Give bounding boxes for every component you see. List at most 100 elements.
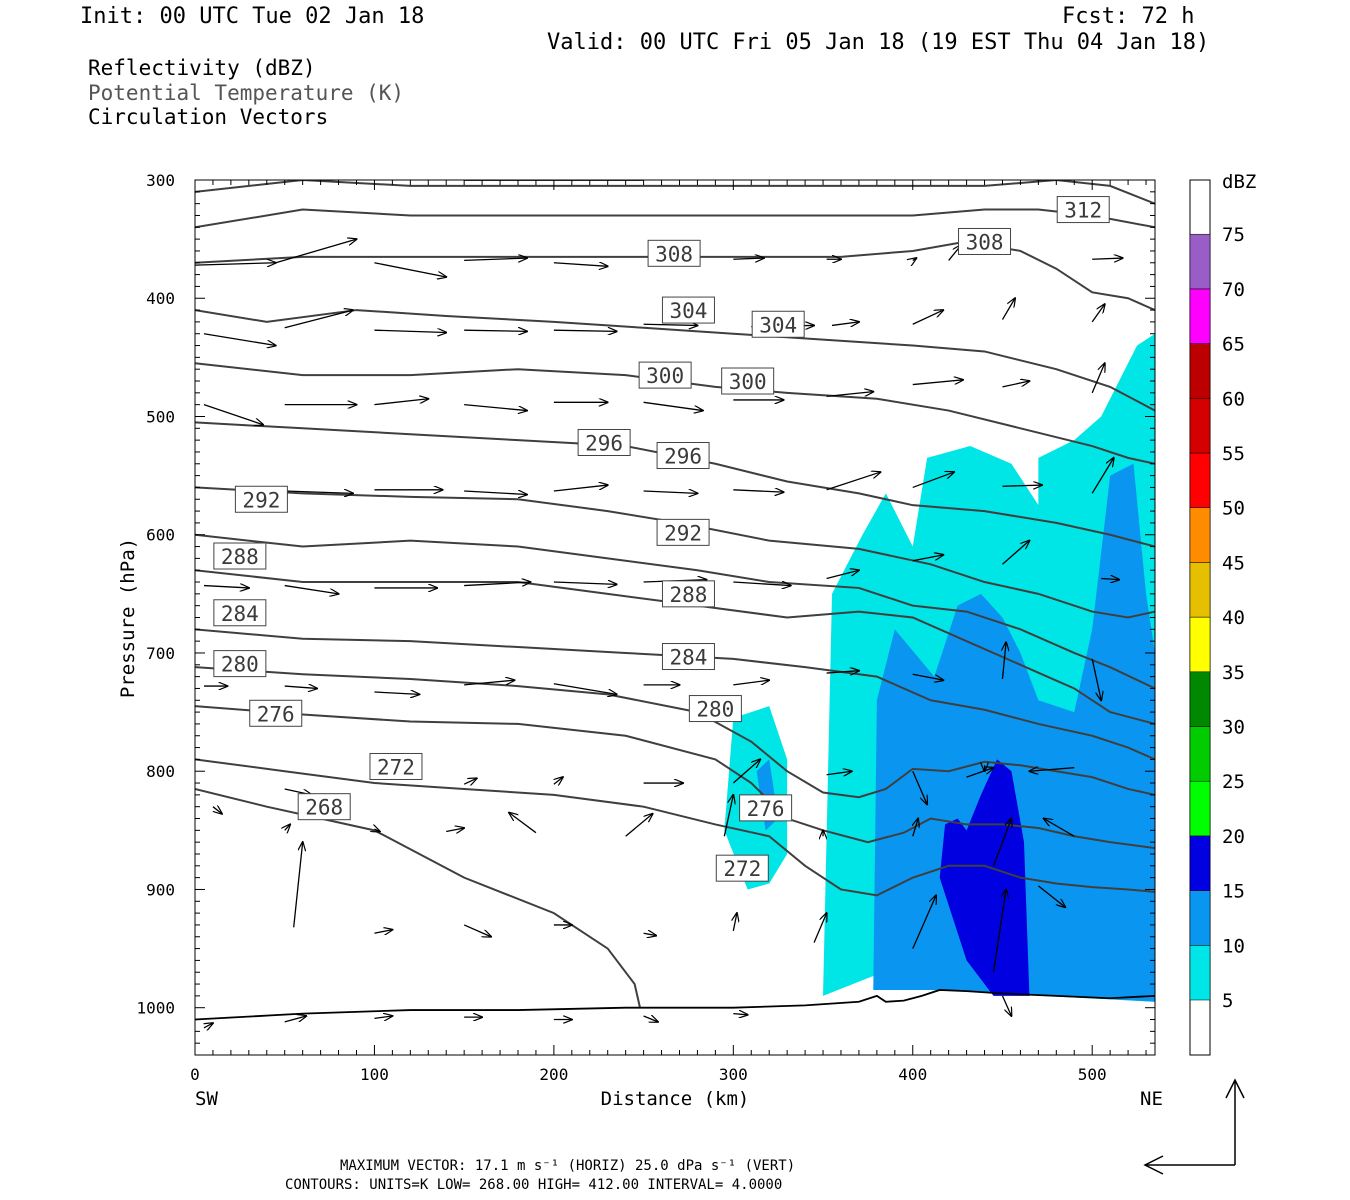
theta-label: 280	[221, 653, 259, 677]
theta-label: 272	[377, 755, 415, 779]
circulation-vector	[826, 472, 881, 491]
circulation-vector	[966, 768, 994, 778]
theta-contour-292	[195, 533, 1155, 690]
circulation-vector	[1091, 304, 1105, 323]
theta-label: 288	[669, 583, 707, 607]
theta-label-box	[751, 310, 805, 338]
colorbar-label: 75	[1222, 224, 1245, 246]
circulation-vector	[1002, 381, 1029, 388]
colorbar-label: 60	[1222, 388, 1245, 410]
colorbar-label: 70	[1222, 279, 1245, 301]
circulation-vector	[733, 582, 790, 586]
theta-label-box	[715, 854, 769, 882]
field-title-theta: Potential Temperature (K)	[88, 81, 405, 105]
circulation-vector	[553, 263, 608, 267]
colorbar-band	[1189, 507, 1211, 563]
circulation-vector	[285, 824, 290, 830]
circulation-vector	[213, 807, 222, 814]
theta-label: 304	[669, 299, 707, 323]
colorbar-title: dBZ	[1222, 171, 1256, 193]
circulation-vector	[1002, 485, 1041, 486]
circulation-vector	[284, 584, 339, 594]
circulation-vector	[826, 570, 859, 580]
x-end-label-sw: SW	[195, 1088, 218, 1110]
circulation-vector	[374, 262, 446, 277]
circulation-vector	[553, 330, 617, 331]
theta-contour-300	[195, 421, 1155, 548]
theta-contour-316	[195, 208, 1155, 229]
theta-label: 292	[242, 488, 280, 512]
theta-label-box	[213, 542, 267, 570]
theta-label-box	[661, 296, 715, 324]
circulation-vector	[553, 485, 608, 492]
y-axis-title: Pressure (hPa)	[117, 538, 139, 698]
theta-label-box	[213, 599, 267, 627]
maximum-vector-note: MAXIMUM VECTOR: 17.1 m s⁻¹ (HORIZ) 25.0 …	[340, 1158, 796, 1174]
circulation-vector	[553, 582, 617, 584]
theta-label: 312	[1064, 199, 1102, 223]
x-tick-label: 200	[539, 1065, 568, 1084]
circulation-vector	[374, 692, 419, 694]
circulation-vector	[1002, 642, 1006, 680]
circulation-vector	[643, 933, 657, 935]
colorbar-band	[1189, 780, 1211, 837]
colorbar-band	[1189, 616, 1211, 673]
circulation-vector	[1037, 885, 1065, 907]
theta-label-box	[958, 227, 1012, 255]
theta-label-box	[234, 485, 288, 513]
theta-label: 300	[729, 370, 767, 394]
theta-label-box	[656, 518, 710, 546]
colorbar-band	[1189, 343, 1211, 399]
x-tick-label: 400	[898, 1065, 927, 1084]
plot-area	[195, 180, 1155, 1028]
theta-label: 296	[664, 445, 702, 469]
theta-contour-288	[195, 569, 1155, 725]
theta-label-box	[688, 695, 742, 723]
circulation-vector	[643, 324, 698, 325]
circulation-vector	[826, 671, 859, 673]
circulation-vector	[1001, 298, 1015, 320]
theta-label: 284	[221, 602, 259, 626]
circulation-vector	[813, 913, 827, 943]
circulation-vector	[464, 404, 527, 411]
colorbar-band	[1189, 233, 1211, 290]
circulation-vector	[374, 930, 392, 934]
circulation-vector	[1002, 541, 1029, 565]
circulation-vector	[733, 1014, 747, 1015]
circulation-vector	[1091, 363, 1105, 394]
circulation-vector	[1029, 768, 1075, 772]
colorbar-label: 20	[1222, 826, 1245, 848]
theta-contour-280	[195, 666, 1155, 799]
x-tick-label: 300	[719, 1065, 748, 1084]
x-end-label-ne: NE	[1140, 1088, 1163, 1110]
theta-contour-304	[195, 362, 1155, 465]
circulation-vector	[826, 392, 874, 398]
y-tick-label: 700	[146, 644, 175, 663]
colorbar-label: 40	[1222, 607, 1245, 629]
circulation-vector	[553, 683, 617, 695]
theta-label-box	[661, 580, 715, 608]
colorbar-band	[1189, 452, 1211, 508]
circulation-vector	[463, 778, 477, 784]
circulation-vector	[912, 555, 944, 562]
circulation-vector	[284, 1016, 307, 1023]
theta-label: 284	[669, 646, 707, 670]
circulation-vector	[912, 673, 944, 680]
circulation-vector	[275, 239, 357, 264]
circulation-vector	[464, 491, 527, 495]
field-title-reflectivity: Reflectivity (dBZ)	[88, 56, 316, 80]
theta-label-box	[638, 361, 692, 389]
theta-label-box	[249, 699, 303, 727]
x-tick-label: 500	[1078, 1065, 1107, 1084]
theta-contour-296	[195, 486, 1155, 619]
theta-label-box	[656, 442, 710, 470]
circulation-vector	[1091, 458, 1114, 494]
colorbar-label: 5	[1222, 990, 1233, 1012]
theta-label: 308	[655, 242, 693, 266]
y-tick-label: 800	[146, 762, 175, 781]
y-tick-label: 600	[146, 526, 175, 545]
y-tick-label: 400	[146, 289, 175, 308]
theta-label: 292	[664, 521, 702, 545]
circulation-vector	[733, 258, 764, 259]
theta-contour-312	[195, 240, 1155, 311]
